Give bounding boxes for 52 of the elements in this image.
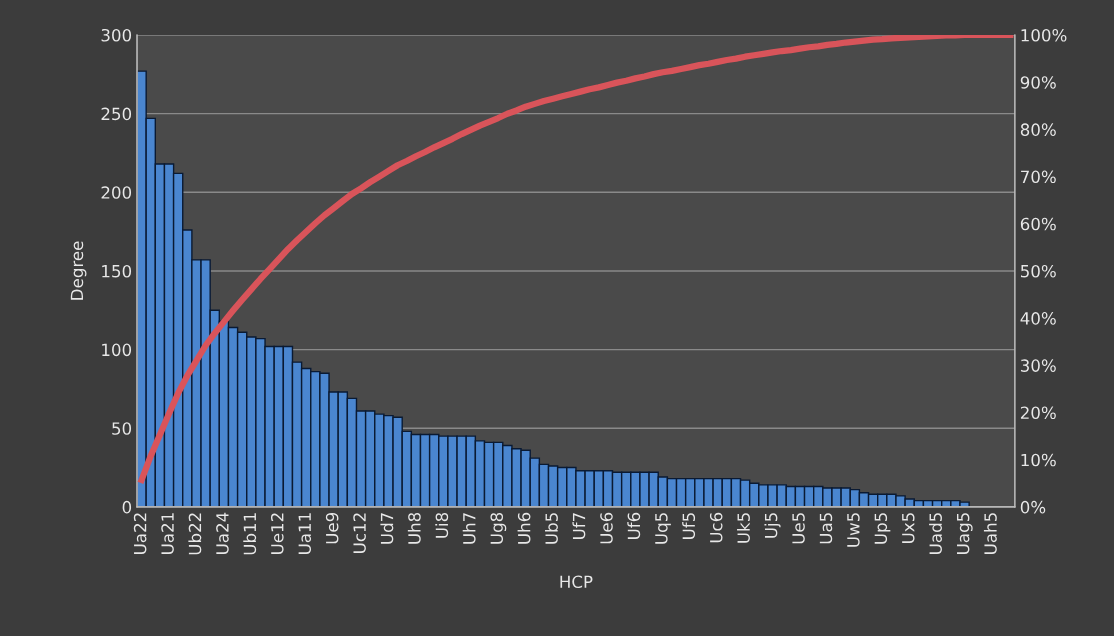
x-tick-label: Ux5 — [902, 513, 915, 543]
x-axis-title: HCP — [560, 575, 593, 589]
y2-tick-label: 80% — [1020, 123, 1056, 136]
x-tick-label: Ua21 — [161, 513, 174, 554]
x-tick-label: Ua22 — [133, 513, 147, 554]
y-tick-label: 0 — [122, 500, 132, 514]
x-tick-label: Ua11 — [298, 513, 312, 554]
x-tick-label: Uq5 — [655, 513, 671, 544]
y2-tick-label: 50% — [1021, 264, 1056, 278]
x-tick-label: Uf6 — [627, 512, 641, 539]
x-tick-label: Uf5 — [682, 513, 696, 539]
y2-tick-label: 0% — [1020, 500, 1046, 514]
y-tick-label: 150 — [102, 264, 132, 278]
y-axis-title: Degree — [70, 241, 87, 300]
x-tick-label: Ue12 — [270, 513, 284, 554]
x-tick-label: Ug8 — [490, 512, 507, 544]
y-tick-label: 100 — [102, 343, 132, 357]
x-tick-label: Up5 — [874, 513, 891, 544]
x-tick-label: Ub11 — [243, 513, 257, 555]
x-tick-label: Uj5 — [764, 513, 781, 538]
x-tick-label: Uh8 — [407, 512, 421, 544]
x-tick-label: Ua5 — [819, 513, 833, 544]
x-tick-label: Uw5 — [847, 513, 860, 547]
y-tick-label: 300 — [101, 28, 132, 42]
x-tick-label: Ua24 — [216, 512, 229, 554]
x-tick-label: Ub22 — [188, 513, 202, 555]
x-tick-label: Ue6 — [600, 512, 613, 544]
y2-tick-label: 100% — [1021, 28, 1067, 42]
x-tick-label: Ue5 — [792, 513, 805, 544]
x-tick-label: Uc6 — [709, 512, 723, 543]
x-tick-label: Uh7 — [462, 513, 476, 544]
y2-tick-label: 60% — [1020, 217, 1056, 231]
x-tick-label: Uk5 — [737, 513, 750, 543]
x-tick-label: Uh6 — [517, 512, 531, 544]
x-tick-label: Uf7 — [572, 513, 586, 539]
x-tick-label: Uc12 — [353, 513, 366, 553]
x-tick-label: Ud7 — [380, 513, 394, 544]
y2-tick-label: 40% — [1020, 312, 1056, 325]
y-tick-label: 200 — [101, 186, 132, 199]
x-tick-label: Ui8 — [435, 512, 449, 538]
y2-tick-label: 90% — [1020, 76, 1056, 89]
y2-tick-label: 70% — [1021, 170, 1056, 184]
y2-tick-label: 10% — [1021, 453, 1056, 467]
y2-tick-label: 30% — [1020, 359, 1056, 372]
y-tick-label: 50 — [112, 422, 132, 435]
x-tick-label: Uad5 — [929, 513, 942, 554]
y-tick-label: 250 — [101, 107, 132, 121]
x-tick-label: Ue9 — [325, 512, 339, 544]
y2-tick-label: 20% — [1020, 406, 1056, 420]
x-tick-label: Ub5 — [545, 513, 558, 544]
x-tick-label: Uah5 — [983, 513, 997, 554]
x-tick-label: Uag5 — [957, 513, 973, 554]
